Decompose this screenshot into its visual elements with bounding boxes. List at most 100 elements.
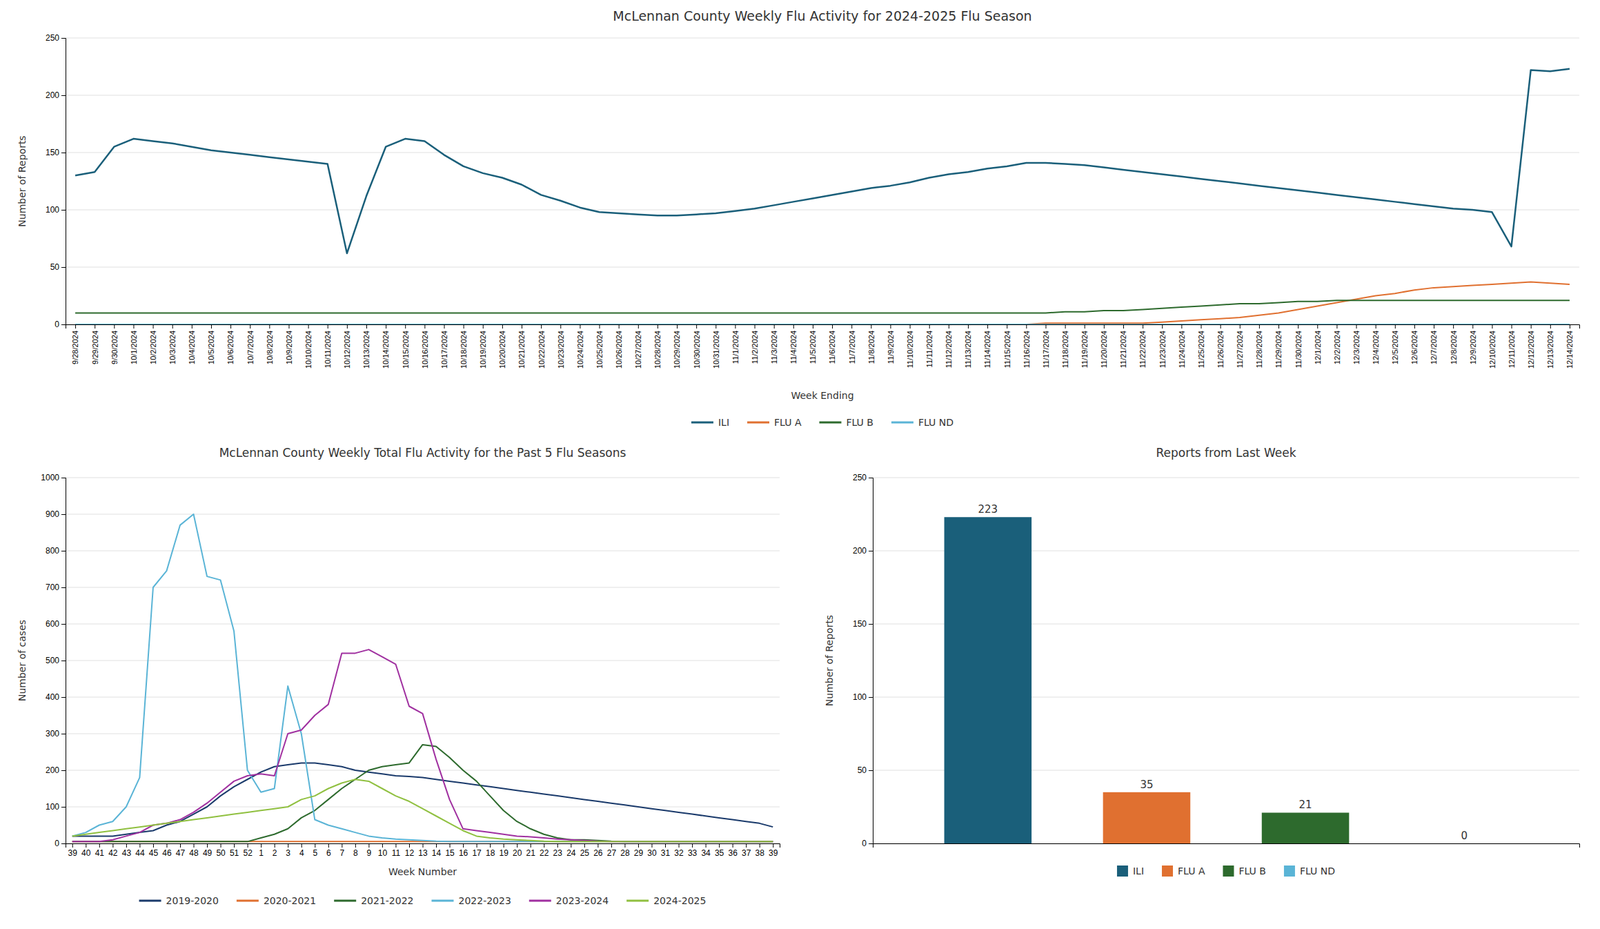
x-tick-mark: [233, 843, 235, 848]
legend-label: FLU B: [845, 416, 873, 428]
x-tick-mark: [94, 324, 96, 329]
x-tick-mark: [385, 324, 387, 329]
y-tick-mark: [868, 477, 873, 479]
y-tick-mark: [61, 95, 66, 96]
x-tick-label: 10/13/2024: [362, 330, 371, 369]
grid-line: [65, 37, 1580, 39]
legend-swatch: [818, 421, 842, 424]
y-tick-label: 600: [45, 618, 60, 629]
x-tick: 11/14/2024: [983, 324, 992, 368]
series-line: [75, 68, 1570, 254]
x-tick-label: 12/2/2024: [1332, 330, 1342, 365]
x-tick-label: 12/3/2024: [1352, 330, 1361, 365]
legend: ILIFLU AFLU BFLU ND: [691, 416, 954, 428]
x-tick-mark: [249, 324, 251, 329]
x-tick: 18: [485, 843, 496, 858]
x-tick-mark: [355, 843, 357, 848]
x-tick-label: 18: [485, 847, 496, 858]
x-tick-label: 10/12/2024: [342, 330, 352, 369]
x-axis-title: Week Ending: [790, 389, 854, 401]
data-label: 35: [1139, 778, 1153, 791]
legend-label: ILI: [718, 416, 730, 428]
x-tick-label: 22: [539, 847, 550, 858]
legend-label: ILI: [1132, 865, 1144, 877]
x-tick-mark: [193, 843, 195, 848]
legend-item: 2024-2025: [626, 894, 706, 906]
grid-line: [65, 806, 780, 808]
x-tick: 10/15/2024: [401, 324, 410, 369]
series-line: [75, 282, 1570, 325]
x-tick-label: 15: [445, 847, 455, 858]
x-tick: 10/9/2024: [284, 324, 294, 365]
x-tick-label: 10/18/2024: [459, 330, 468, 369]
y-tick-mark: [61, 209, 66, 211]
x-tick-mark: [1278, 324, 1280, 329]
x-tick: 11/26/2024: [1216, 324, 1225, 368]
x-tick: 10/19/2024: [478, 324, 488, 369]
y-tick-label: 300: [45, 728, 60, 739]
x-tick-label: 10/27/2024: [634, 330, 643, 369]
x-tick-mark: [112, 843, 114, 848]
x-tick-label: 12/11/2024: [1507, 330, 1516, 368]
y-tick-mark: [868, 696, 873, 698]
x-tick: 30: [647, 843, 657, 858]
y-axis-line: [61, 38, 67, 325]
chart-root: 0501001502002509/28/20249/29/20249/30/20…: [0, 0, 1600, 929]
x-tick-label: 12/13/2024: [1546, 330, 1555, 369]
grid-line: [65, 769, 780, 771]
y-tick-label: 400: [45, 692, 60, 702]
plot-area: [944, 516, 1350, 844]
grid-line: [65, 152, 1580, 154]
x-tick: 25: [580, 843, 590, 858]
x-tick-mark: [584, 843, 586, 848]
x-tick-label: 26: [593, 847, 604, 858]
x-tick-mark: [327, 324, 329, 329]
series-line: [75, 300, 1570, 313]
x-tick: 11/3/2024: [769, 324, 779, 364]
x-tick-mark: [715, 324, 717, 329]
y-tick-mark: [61, 267, 66, 268]
data-label: 223: [978, 502, 999, 516]
x-tick: 10/24/2024: [576, 324, 585, 369]
legend-item: 2023-2024: [529, 894, 609, 906]
x-tick-mark: [172, 324, 174, 329]
x-tick-label: 10/20/2024: [498, 330, 507, 369]
x-tick-label: 11/8/2024: [867, 330, 876, 364]
x-tick: 10/8/2024: [265, 324, 274, 365]
series-line: [72, 762, 773, 836]
legend-item: 2022-2023: [431, 894, 512, 906]
x-tick-label: 10/17/2024: [440, 330, 449, 369]
y-tick: 200: [852, 545, 873, 556]
x-tick-mark: [570, 843, 572, 848]
x-tick-mark: [772, 843, 774, 848]
x-tick: 11/30/2024: [1293, 324, 1302, 368]
x-tick-mark: [180, 843, 181, 848]
y-axis: 050100150200250: [852, 472, 874, 848]
x-tick: 11/28/2024: [1255, 324, 1264, 368]
x-tick: 10/12/2024: [342, 324, 352, 369]
x-tick-label: 40: [81, 847, 92, 858]
x-axis-title: Week Number: [388, 865, 457, 877]
y-tick-label: 200: [852, 545, 867, 556]
x-tick: 22: [539, 843, 550, 858]
x-tick: 12/9/2024: [1468, 324, 1478, 365]
x-tick: 11: [391, 843, 401, 858]
y-tick: 100: [852, 692, 873, 702]
x-tick-mark: [638, 843, 639, 848]
x-tick-mark: [1356, 324, 1358, 329]
x-tick-label: 11/14/2024: [983, 330, 992, 368]
y-tick-label: 0: [54, 838, 60, 848]
x-tick-mark: [444, 324, 446, 329]
legend-swatch: [139, 899, 162, 902]
legend-item: FLU A: [1161, 865, 1206, 877]
x-tick: 11/20/2024: [1099, 324, 1109, 368]
x-tick-mark: [75, 324, 76, 329]
y-tick-label: 50: [857, 765, 868, 775]
y-tick: 800: [45, 545, 66, 556]
x-tick-mark: [347, 324, 348, 329]
x-tick-label: 43: [122, 847, 132, 858]
x-tick-mark: [1161, 324, 1163, 329]
x-tick: 12/5/2024: [1390, 324, 1400, 365]
x-tick-label: 6: [326, 847, 332, 858]
y-tick: 150: [852, 618, 873, 629]
